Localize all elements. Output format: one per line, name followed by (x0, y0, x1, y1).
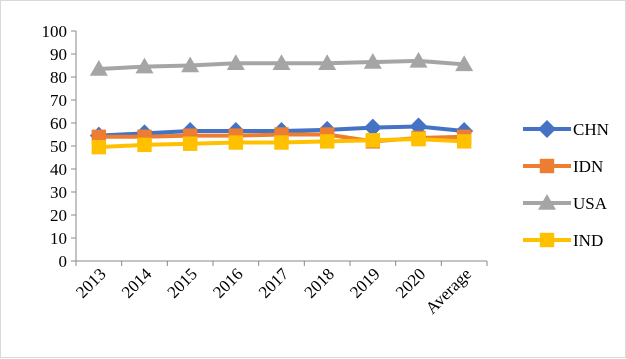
data-point-marker (135, 57, 154, 74)
x-tick-label: 2020 (392, 264, 429, 301)
series-usa (89, 51, 474, 76)
series-ind (91, 131, 472, 155)
y-tick-label: 20 (50, 206, 67, 225)
data-point-marker (363, 53, 382, 69)
y-tick-label: 90 (50, 45, 67, 64)
legend-label: IDN (573, 157, 603, 176)
legend-item-idn: IDN (523, 157, 603, 176)
y-tick-label: 50 (50, 137, 67, 156)
y-tick-label: 60 (50, 114, 67, 133)
x-tick-label: 2018 (301, 264, 338, 301)
data-point-marker (539, 158, 555, 174)
data-point-marker (456, 134, 472, 149)
legend-item-usa: USA (523, 194, 608, 213)
legend-label: IND (573, 231, 603, 250)
y-tick-label: 10 (50, 229, 67, 248)
data-point-marker (319, 134, 335, 149)
x-tick-label: 2014 (118, 264, 156, 302)
data-point-marker (409, 51, 428, 68)
data-point-marker (363, 118, 382, 137)
data-point-marker (538, 194, 556, 210)
y-tick-label: 0 (59, 252, 68, 271)
data-point-marker (228, 135, 244, 150)
x-tick-label: 2017 (255, 264, 293, 302)
legend-label: USA (573, 194, 608, 213)
data-point-marker (182, 136, 198, 151)
legend: CHN IDN USA IND (523, 120, 609, 250)
y-tick-label: 80 (50, 68, 67, 87)
y-tick-label: 30 (50, 183, 67, 202)
data-point-marker (365, 133, 381, 148)
data-point-marker (274, 135, 289, 150)
legend-item-chn: CHN (523, 120, 609, 139)
y-tick-label: 40 (50, 160, 67, 179)
data-point-marker (91, 139, 107, 155)
data-point-marker (181, 56, 200, 73)
x-tick-label: 2013 (72, 264, 109, 301)
data-point-marker (318, 54, 337, 70)
y-tick-label: 70 (50, 91, 67, 110)
x-tick-label: 2016 (209, 264, 246, 301)
x-tick-label: 2019 (346, 264, 383, 301)
legend-item-ind: IND (523, 231, 603, 250)
data-point-marker (137, 137, 152, 153)
y-tick-label: 100 (42, 22, 68, 41)
x-tick-label: 2015 (164, 264, 201, 301)
y-axis-ticks: 0 10 20 30 40 50 60 70 80 90 100 (42, 22, 76, 271)
series-layer (89, 51, 474, 155)
data-point-marker (272, 54, 291, 70)
data-point-marker (411, 131, 426, 147)
data-point-marker (539, 232, 555, 248)
data-point-marker (455, 55, 474, 72)
data-point-marker (538, 120, 556, 138)
x-tick-label: Average (422, 264, 475, 317)
legend-label: CHN (573, 120, 609, 139)
data-point-marker (226, 54, 245, 70)
data-point-marker (89, 59, 108, 76)
